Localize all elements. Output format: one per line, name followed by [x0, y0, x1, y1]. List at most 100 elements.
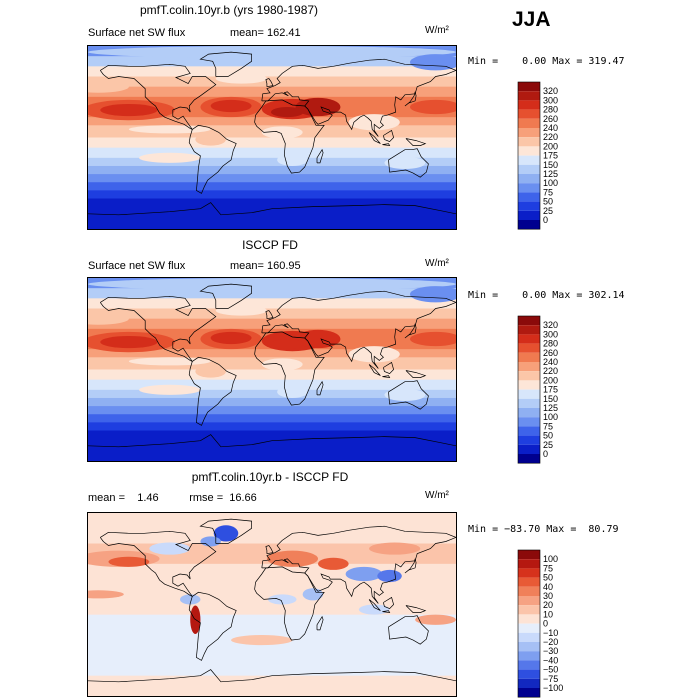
colorbar-swatch [518, 137, 540, 147]
colorbar-outline [517, 81, 541, 230]
map-field-patch [261, 126, 303, 139]
map-field-patch [149, 542, 191, 555]
colorbar-swatch [518, 623, 540, 633]
colorbar-swatch [518, 82, 540, 92]
coastline [188, 591, 237, 661]
colorbar-swatch [518, 559, 540, 569]
colorbar-swatch [518, 146, 540, 156]
colorbar-swatch [518, 660, 540, 670]
colorbar-tick-label: 100 [543, 412, 558, 422]
map-band [88, 675, 456, 696]
map-band [88, 76, 456, 88]
map-field-patch [215, 305, 267, 316]
panel-1-variable: Surface net SW flux [88, 27, 186, 39]
coastline [199, 51, 252, 77]
colorbar-tick-label: 280 [543, 105, 558, 115]
colorbar-tick-label: −10 [543, 628, 558, 638]
map-field-patch [195, 133, 226, 146]
map-band [88, 430, 456, 461]
colorbar-swatch [518, 174, 540, 184]
colorbar-tick-label: 240 [543, 123, 558, 133]
colorbar-tick-label: 150 [543, 160, 558, 170]
colorbar-swatch [518, 417, 540, 427]
coastline [100, 530, 217, 597]
colorbar-tick-label: 300 [543, 329, 558, 339]
map-field-patch [348, 114, 400, 131]
panel-3-map-svg [88, 513, 456, 696]
map-field-patch [270, 339, 304, 350]
colorbar-tick-label: 200 [543, 375, 558, 385]
map-field-patch [266, 550, 318, 567]
map-band [88, 406, 456, 415]
colorbar-swatch [518, 380, 540, 390]
coastline [316, 615, 324, 631]
map-field-patch [210, 99, 252, 113]
coastline [100, 295, 217, 362]
colorbar-swatch [518, 352, 540, 362]
coastline [199, 518, 252, 544]
panel-2-mean: mean= 160.95 [230, 260, 301, 272]
colorbar-swatch [518, 201, 540, 211]
coastline [368, 132, 381, 144]
colorbar-tick-label: 25 [543, 440, 553, 450]
map-field-patch [410, 99, 456, 115]
map-field-patch [277, 153, 308, 166]
coastline [88, 202, 456, 216]
coastline [254, 331, 325, 406]
map-field-patch [210, 331, 252, 345]
map-field-patch [358, 604, 390, 615]
coastline [316, 148, 324, 164]
map-band [88, 298, 456, 309]
coastline [88, 434, 456, 448]
colorbar-tick-label: 320 [543, 320, 558, 330]
map-field-patch [128, 125, 211, 134]
colorbar-tick-label: 200 [543, 141, 558, 151]
panel-2-variable: Surface net SW flux [88, 260, 186, 272]
map-field-patch [88, 278, 456, 291]
colorbar-swatch [518, 642, 540, 652]
colorbar-swatch [518, 183, 540, 193]
map-band [88, 349, 456, 358]
map-field-patch [369, 542, 421, 555]
coastline [404, 91, 417, 107]
colorbar-swatch [518, 220, 540, 230]
colorbar-tick-label: 240 [543, 357, 558, 367]
colorbar-swatch [518, 325, 540, 335]
colorbar-outline [517, 315, 541, 464]
colorbar-tick-label: 50 [543, 431, 553, 441]
colorbar-swatch [518, 408, 540, 418]
map-field-patch [270, 107, 304, 118]
colorbar-tick-label: 125 [543, 403, 558, 413]
colorbar-tick-label: 20 [543, 600, 553, 610]
colorbar-swatch [518, 426, 540, 436]
colorbar-swatch [518, 210, 540, 220]
map-band [88, 137, 456, 149]
panel-3-minmax: Min = −83.70 Max = 80.79 [468, 524, 619, 535]
panel-2-map-svg [88, 278, 456, 461]
coastline [383, 596, 394, 610]
map-field-patch [231, 635, 293, 646]
season-label: JJA [512, 8, 551, 31]
coastline [382, 610, 391, 614]
coastline [261, 58, 456, 137]
colorbar-swatch [518, 550, 540, 560]
panel-2-minmax: Min = 0.00 Max = 302.14 [468, 290, 625, 301]
map-field-patch [200, 536, 221, 547]
colorbar-swatch [518, 100, 540, 110]
colorbar-swatch [518, 362, 540, 372]
colorbar-tick-label: −30 [543, 646, 558, 656]
coastline [382, 143, 391, 147]
coastline [388, 615, 429, 645]
colorbar-swatch [518, 398, 540, 408]
map-field-patch [295, 329, 341, 349]
colorbar-swatch [518, 128, 540, 138]
colorbar-tick-label: 50 [543, 573, 553, 583]
panel-1-map [87, 45, 457, 230]
map-field-patch [267, 594, 297, 605]
panel-3-map [87, 512, 457, 697]
map-band [88, 117, 456, 126]
colorbar-swatch [518, 164, 540, 174]
